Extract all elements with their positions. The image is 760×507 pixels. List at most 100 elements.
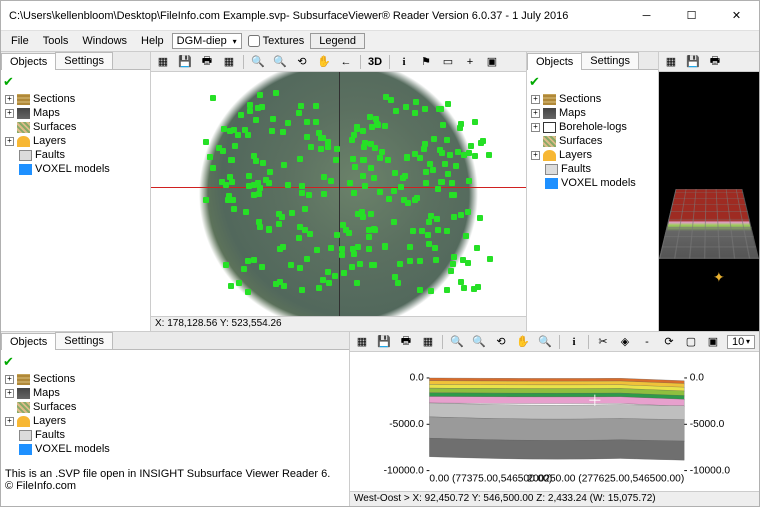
expand-icon[interactable]: +	[5, 417, 14, 426]
tree-item-layers[interactable]: +Layers	[3, 134, 148, 148]
search-icon[interactable]: 🔍	[537, 334, 553, 350]
watermark: This is an .SVP file open in INSIGHT Sub…	[5, 468, 330, 492]
back-icon[interactable]: ←	[338, 54, 354, 70]
tree-item-layers[interactable]: +Layers	[529, 148, 656, 162]
layout1-icon[interactable]: ▢	[683, 334, 699, 350]
3d-icon[interactable]: 3D	[367, 54, 383, 70]
zoom-out-icon[interactable]: 🔍	[272, 54, 288, 70]
print-icon[interactable]: 🖶	[707, 54, 723, 70]
tab-objects[interactable]: Objects	[1, 53, 56, 70]
palette-icon[interactable]: ▦	[354, 334, 370, 350]
info-icon[interactable]: i	[396, 54, 412, 70]
select-rect-icon[interactable]: ▭	[440, 54, 456, 70]
separator	[360, 55, 361, 69]
tree-item-layers[interactable]: +Layers	[3, 414, 347, 428]
tree-item-maps[interactable]: +Maps	[3, 106, 148, 120]
tree-item-faults[interactable]: Faults	[3, 428, 347, 442]
palette-icon[interactable]: ▦	[155, 54, 171, 70]
expand-icon[interactable]: +	[5, 95, 14, 104]
tree-item-sections[interactable]: +Sections	[3, 92, 148, 106]
watermark-line1: This is an .SVP file open in INSIGHT Sub…	[5, 468, 330, 480]
tab-settings[interactable]: Settings	[55, 52, 113, 69]
separator	[243, 55, 244, 69]
3d-view-panel: ▦ 💾 🖶 ✦	[659, 52, 759, 331]
tree-item-surfaces[interactable]: Surfaces	[3, 120, 148, 134]
map-view-panel: ▦ 💾 🖶 ▦ 🔍 🔍 ⟲ ✋ ← 3D i ⚑ ▭ + ▣ X: 178,12…	[151, 52, 527, 331]
menu-help[interactable]: Help	[135, 33, 170, 49]
tree-item-faults[interactable]: Faults	[529, 162, 656, 176]
map-viewport[interactable]	[151, 72, 526, 316]
expand-icon[interactable]: +	[5, 109, 14, 118]
reset-icon[interactable]: ⟲	[493, 334, 509, 350]
tab-objects[interactable]: Objects	[1, 333, 56, 350]
svg-text:0.0: 0.0	[410, 373, 424, 384]
zoom-in-icon[interactable]: 🔍	[449, 334, 465, 350]
spacer	[5, 403, 14, 412]
minimize-button[interactable]: ─	[624, 1, 669, 31]
select-icon[interactable]: ◈	[617, 334, 633, 350]
expand-icon[interactable]: +	[531, 95, 540, 104]
scissors-icon[interactable]: ✂	[595, 334, 611, 350]
save-icon[interactable]: 💾	[177, 54, 193, 70]
layers-icon	[543, 150, 556, 161]
expand-icon[interactable]: +	[531, 151, 540, 160]
zoom-out-icon[interactable]: 🔍	[471, 334, 487, 350]
maximize-button[interactable]: ☐	[669, 1, 714, 31]
save-icon[interactable]: 💾	[376, 334, 392, 350]
tree-item-maps[interactable]: +Maps	[3, 386, 347, 400]
section-viewport[interactable]: 0.00.0-5000.0-5000.0-10000.0-10000.00.00…	[350, 352, 759, 491]
expand-icon[interactable]: +	[531, 109, 540, 118]
expand-icon[interactable]: +	[5, 137, 14, 146]
tree-item-voxel[interactable]: VOXEL models	[529, 176, 656, 190]
tab-objects[interactable]: Objects	[527, 53, 582, 70]
close-button[interactable]: ✕	[714, 1, 759, 31]
grid-settings-icon[interactable]: ▦	[221, 54, 237, 70]
flag-icon[interactable]: ⚑	[418, 54, 434, 70]
tab-settings[interactable]: Settings	[581, 52, 639, 69]
expand-icon[interactable]: +	[5, 375, 14, 384]
legend-button[interactable]: Legend	[310, 33, 365, 49]
tree-item-surfaces[interactable]: Surfaces	[3, 400, 347, 414]
zoom-in-icon[interactable]: 🔍	[250, 54, 266, 70]
tree-item-voxel[interactable]: VOXEL models	[3, 162, 148, 176]
refresh-icon[interactable]: ⟳	[661, 334, 677, 350]
grid-settings-icon[interactable]: ▦	[420, 334, 436, 350]
dash-icon[interactable]: -	[639, 334, 655, 350]
surfaces-icon	[17, 122, 30, 133]
faults-icon	[19, 430, 32, 441]
check-icon: ✔	[529, 74, 656, 90]
tree-item-borehole[interactable]: +Borehole-logs	[529, 120, 656, 134]
tree-item-voxel[interactable]: VOXEL models	[3, 442, 347, 456]
tree-item-surfaces[interactable]: Surfaces	[529, 134, 656, 148]
info-icon[interactable]: i	[566, 334, 582, 350]
section-svg: 0.00.0-5000.0-5000.0-10000.0-10000.00.00…	[350, 352, 759, 491]
3d-viewport[interactable]: ✦	[659, 72, 759, 331]
menu-tools[interactable]: Tools	[37, 33, 75, 49]
print-icon[interactable]: 🖶	[398, 334, 414, 350]
windows-icon[interactable]: ▣	[484, 54, 500, 70]
tree-item-sections[interactable]: +Sections	[529, 92, 656, 106]
3d-grid	[659, 189, 759, 258]
palette-icon[interactable]: ▦	[663, 54, 679, 70]
expand-icon[interactable]: +	[531, 123, 540, 132]
map-toolbar: ▦ 💾 🖶 ▦ 🔍 🔍 ⟲ ✋ ← 3D i ⚑ ▭ + ▣	[151, 52, 526, 72]
tree-item-sections[interactable]: +Sections	[3, 372, 347, 386]
tree-item-faults[interactable]: Faults	[3, 148, 148, 162]
tree-label: Faults	[561, 163, 591, 175]
menu-file[interactable]: File	[5, 33, 35, 49]
tree-item-maps[interactable]: +Maps	[529, 106, 656, 120]
exaggeration-spinner[interactable]: 10▾	[727, 335, 755, 349]
menu-windows[interactable]: Windows	[76, 33, 133, 49]
print-icon[interactable]: 🖶	[199, 54, 215, 70]
save-icon[interactable]: 💾	[685, 54, 701, 70]
textures-checkbox[interactable]: Textures	[244, 35, 309, 47]
layout2-icon[interactable]: ▣	[705, 334, 721, 350]
pan-icon[interactable]: ✋	[316, 54, 332, 70]
layer-dropdown[interactable]: DGM-diep▾	[172, 33, 242, 49]
pan-icon[interactable]: ✋	[515, 334, 531, 350]
add-icon[interactable]: +	[462, 54, 478, 70]
expand-icon[interactable]: +	[5, 389, 14, 398]
app-window: C:\Users\kellenbloom\Desktop\FileInfo.co…	[0, 0, 760, 507]
tab-settings[interactable]: Settings	[55, 332, 113, 349]
reset-icon[interactable]: ⟲	[294, 54, 310, 70]
